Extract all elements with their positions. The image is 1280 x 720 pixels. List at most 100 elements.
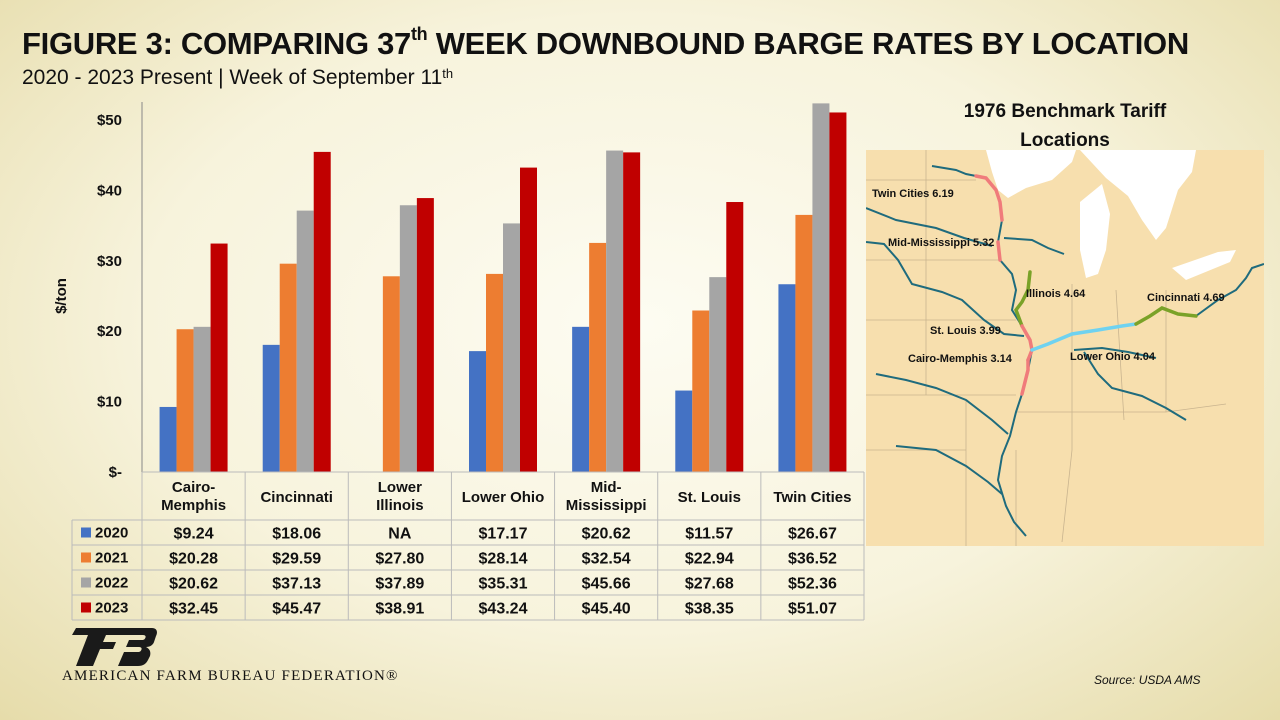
border-line — [1115, 289, 1125, 421]
data-cell: $29.59 — [272, 551, 321, 568]
label-twin-cities: Twin Cities 6.19 — [872, 188, 954, 200]
bar-2021 — [279, 263, 297, 472]
data-cell: $52.36 — [788, 576, 837, 593]
bar-2022 — [296, 210, 314, 472]
label-mid-mississippi: Mid-Mississippi 5.32 — [888, 237, 994, 249]
data-cell: $9.24 — [174, 526, 214, 543]
wisconsin-river — [1003, 237, 1065, 255]
bar-2021 — [382, 276, 400, 472]
tennessee-river — [1083, 351, 1187, 421]
lake-erie — [1172, 250, 1236, 280]
data-cell: $43.24 — [479, 601, 528, 618]
bar-2022 — [399, 205, 417, 472]
bar-2021 — [692, 310, 710, 472]
data-cell: $20.62 — [582, 526, 631, 543]
bar-2020 — [572, 326, 590, 472]
data-cell: NA — [388, 526, 412, 543]
y-axis-ticks: $- $10 $20 $30 $40 $50 — [97, 112, 122, 481]
source-note: Source: USDA AMS — [1094, 673, 1201, 687]
illinois-segment — [1014, 270, 1032, 328]
data-cell: $20.62 — [169, 576, 218, 593]
category-label: Cairo- — [172, 479, 215, 496]
y-tick-label: $40 — [97, 182, 122, 199]
y-tick-label: $- — [109, 464, 122, 481]
data-cell: $11.57 — [685, 526, 733, 543]
data-cell: $38.91 — [375, 601, 424, 618]
bar-2021 — [486, 273, 503, 472]
label-cincinnati: Cincinnati 4.69 — [1147, 292, 1225, 304]
bar-2022 — [709, 277, 727, 472]
y-tick-label: $50 — [97, 112, 122, 129]
data-cell: $35.31 — [479, 576, 528, 593]
organization-name: AMERICAN FARM BUREAU FEDERATION® — [62, 668, 399, 684]
legend-swatch-2020 — [81, 527, 91, 538]
bar-2021 — [795, 214, 813, 472]
data-cell: $45.66 — [582, 576, 631, 593]
data-cell: $17.17 — [479, 526, 528, 543]
bar-2023 — [726, 202, 744, 473]
label-lower-ohio: Lower Ohio 4.04 — [1070, 351, 1156, 363]
label-illinois: Illinois 4.64 — [1026, 288, 1086, 300]
bar-2022 — [503, 223, 520, 472]
data-cell: $26.67 — [788, 526, 837, 543]
legend-swatch-2021 — [81, 552, 91, 563]
tariff-segments — [974, 174, 1198, 396]
bar-2023 — [623, 152, 641, 472]
bar-2020 — [469, 351, 486, 472]
map-land — [866, 150, 1264, 546]
category-label: Memphis — [161, 497, 226, 514]
legend-label: 2022 — [95, 575, 128, 592]
lake-huron — [1080, 150, 1196, 240]
category-label: Lower Ohio — [462, 489, 545, 506]
y-tick-label: $20 — [97, 323, 122, 340]
missouri-river — [866, 241, 1025, 337]
legend-label: 2023 — [95, 600, 128, 617]
data-cell: $45.47 — [272, 601, 321, 618]
legend-label: 2020 — [95, 525, 128, 542]
data-cell: $37.13 — [272, 576, 321, 593]
fb-logo — [72, 628, 157, 666]
river-map: Twin Cities 6.19 Mid-Mississippi 5.32 Il… — [866, 150, 1264, 546]
data-cell: $32.54 — [582, 551, 631, 568]
data-cell: $36.52 — [788, 551, 837, 568]
title-suffix: WEEK DOWNBOUND BARGE RATES BY LOCATION — [427, 26, 1190, 61]
bar-2020 — [675, 390, 693, 472]
data-cell: $28.14 — [479, 551, 528, 568]
bar-2023 — [829, 112, 847, 473]
category-label: Mid- — [591, 479, 622, 496]
upper-ohio-river — [1195, 263, 1264, 317]
lake-michigan — [1080, 184, 1110, 278]
data-cell: $27.80 — [375, 551, 424, 568]
state-borders — [866, 150, 1227, 546]
bar-2022 — [606, 150, 624, 473]
cairo-memphis-segment — [1020, 358, 1030, 396]
bar-2023 — [313, 151, 331, 472]
legend-label: 2021 — [95, 550, 128, 567]
st-louis-segment — [1020, 324, 1034, 362]
map-title: 1976 Benchmark Tariff Locations — [963, 101, 1167, 151]
lower-ohio-segment — [1030, 322, 1138, 352]
bar-2022 — [812, 103, 830, 473]
data-cell: $27.68 — [685, 576, 734, 593]
mid-mississippi-segment — [996, 240, 1002, 262]
bar-2020 — [159, 406, 177, 472]
legend-swatch-2022 — [81, 577, 91, 588]
data-cell: $51.07 — [788, 601, 837, 618]
chart-title: FIGURE 3: COMPARING 37th WEEK DOWNBOUND … — [22, 24, 1190, 62]
data-cell: $37.89 — [375, 576, 424, 593]
y-tick-label: $10 — [97, 394, 122, 411]
logo-mark — [72, 628, 157, 666]
title-prefix: FIGURE 3: COMPARING 37 — [22, 26, 411, 61]
data-cell: $32.45 — [169, 601, 218, 618]
title-superscript: th — [410, 24, 428, 44]
data-cell: $18.06 — [272, 526, 321, 543]
cumberland-river — [1073, 346, 1157, 359]
y-axis-label: $/ton — [53, 278, 70, 314]
bar-chart: $/ton $- $10 $20 $30 $40 $50 Cairo-Memphis Cin… — [53, 102, 865, 621]
label-cairo-memphis: Cairo-Memphis 3.14 — [908, 353, 1013, 365]
bar-2020 — [262, 344, 280, 472]
bar-series — [141, 102, 847, 473]
category-label: Mississippi — [566, 497, 647, 514]
minnesota-river — [866, 207, 993, 247]
